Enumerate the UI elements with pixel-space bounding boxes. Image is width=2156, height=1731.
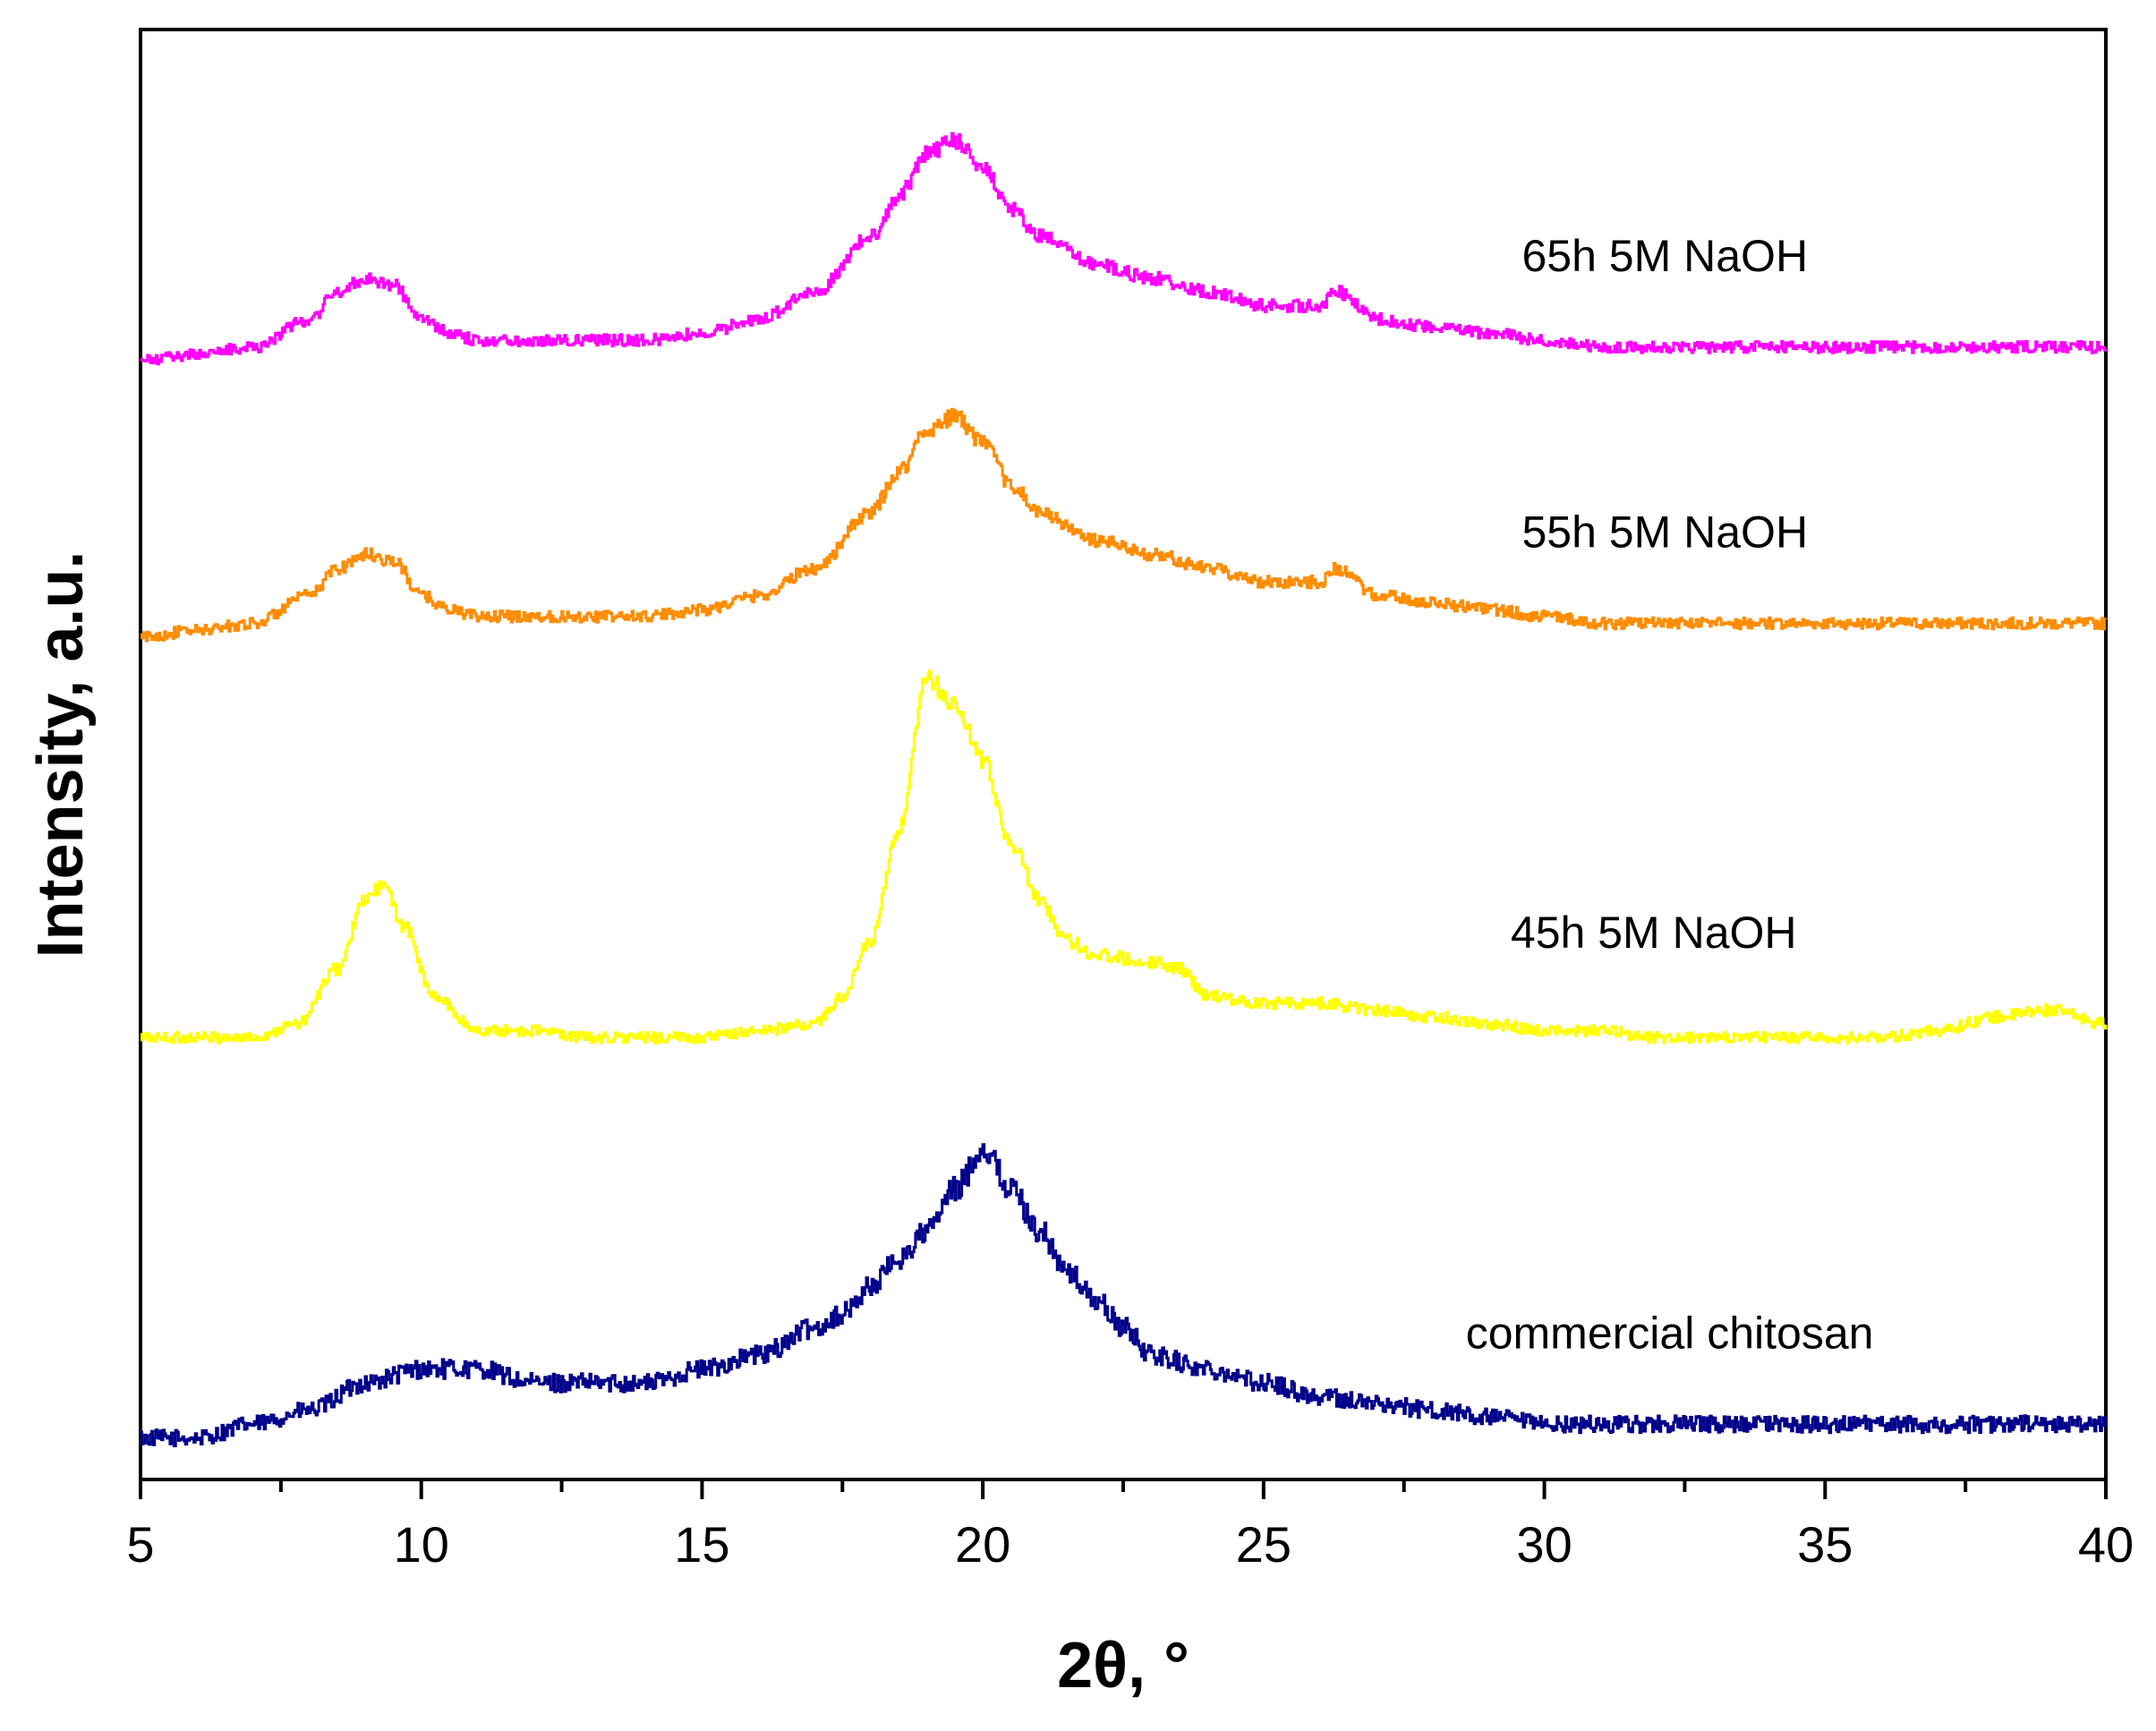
- series-layer: [141, 132, 2108, 1447]
- x-tick-label: 35: [1797, 1516, 1853, 1573]
- x-tick-label: 40: [2078, 1516, 2134, 1573]
- series-label: commercial chitosan: [1466, 1308, 1874, 1358]
- x-tick-label: 15: [674, 1516, 729, 1573]
- series-line-commercial-chitosan: [141, 1143, 2108, 1447]
- x-tick-label: 5: [126, 1516, 154, 1573]
- series-line-55h-5m-naoh: [141, 407, 2108, 643]
- series-label: 45h 5M NaOH: [1511, 908, 1797, 958]
- y-axis-title: Intensity, a.u.: [25, 551, 97, 959]
- series-label: 65h 5M NaOH: [1521, 231, 1808, 281]
- x-axis-ticks: 5 10 15 20 25 30 35 40: [126, 1479, 2134, 1573]
- x-axis-title: 2θ, °: [1057, 1630, 1189, 1701]
- x-tick-label: 30: [1516, 1516, 1572, 1573]
- series-labels: 65h 5M NaOH 55h 5M NaOH 45h 5M NaOH commerc…: [1466, 231, 1874, 1358]
- x-tick-label: 25: [1236, 1516, 1291, 1573]
- x-tick-label: 10: [394, 1516, 449, 1573]
- series-label: 55h 5M NaOH: [1521, 507, 1808, 558]
- series-line-45h-5m-naoh: [141, 669, 2108, 1045]
- series-line-65h-5m-naoh: [141, 132, 2108, 366]
- x-tick-label: 20: [955, 1516, 1010, 1573]
- plot-frame: [139, 28, 2108, 1481]
